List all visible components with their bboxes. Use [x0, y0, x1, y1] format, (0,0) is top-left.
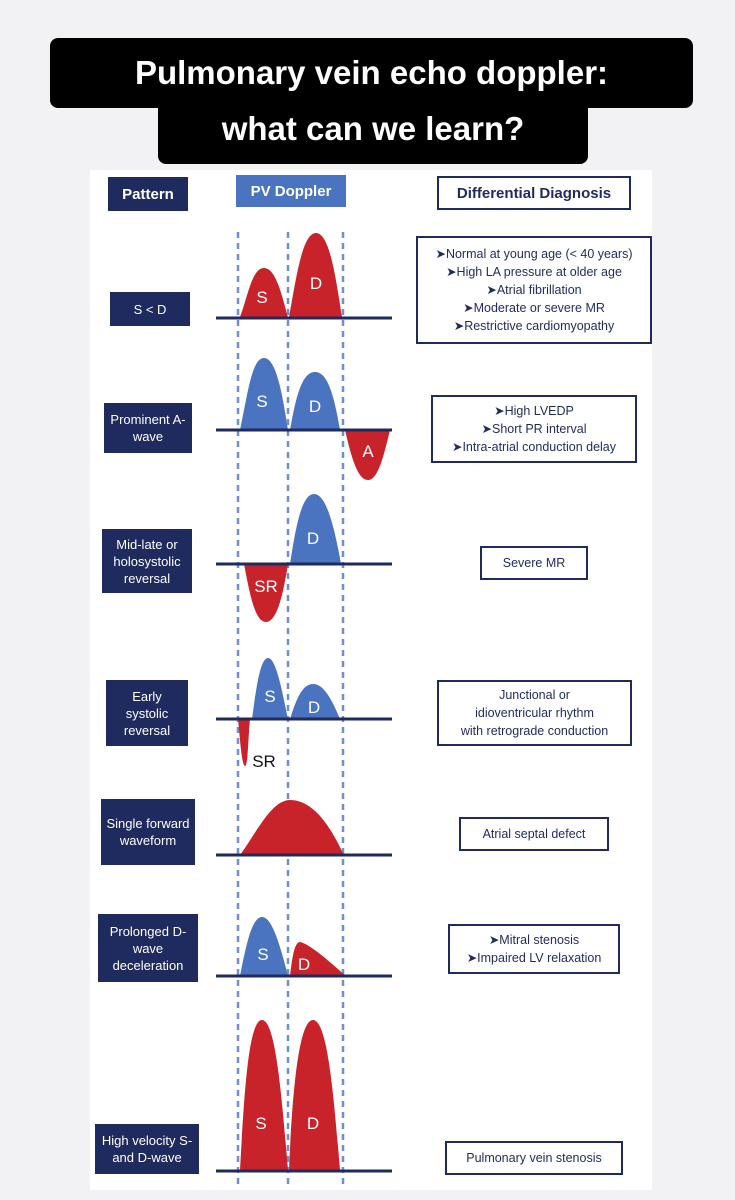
single-forward-wave	[240, 800, 344, 855]
diagnosis-box-row-1: ➤Normal at young age (< 40 years) ➤High …	[416, 236, 652, 344]
waveform-row-1: S D	[216, 233, 392, 320]
diagnosis-item: ➤Intra-atrial conduction delay	[451, 440, 617, 454]
s-wave	[240, 268, 288, 317]
s-wave	[252, 658, 288, 719]
sr-wave	[238, 719, 250, 766]
diagnosis-item: ➤Normal at young age (< 40 years)	[435, 247, 633, 261]
title-line-1: Pulmonary vein echo doppler:	[50, 38, 693, 108]
pattern-high-velocity: High velocity S- and D-wave	[95, 1124, 199, 1174]
d-label: D	[307, 1114, 319, 1133]
waveform-row-3: SR D	[216, 494, 392, 622]
diagnosis-box-row-5: Atrial septal defect	[459, 817, 609, 851]
a-label: A	[362, 442, 374, 461]
s-wave	[240, 358, 288, 430]
waveform-row-6: S D	[216, 917, 392, 978]
s-label: S	[257, 945, 268, 964]
diagnosis-item: ➤High LVEDP	[494, 404, 574, 418]
pattern-holosystolic-reversal: Mid-late or holosystolic reversal	[102, 529, 192, 593]
pattern-prominent-a-wave: Prominent A-wave	[104, 403, 192, 453]
header-differential-diagnosis: Differential Diagnosis	[437, 176, 631, 210]
diagnosis-item: Severe MR	[502, 556, 566, 570]
diagnosis-box-row-4: Junctional or idioventricular rhythm wit…	[437, 680, 632, 746]
d-label: D	[308, 698, 320, 717]
diagnosis-item: ➤High LA pressure at older age	[446, 265, 622, 279]
d-wave	[289, 233, 342, 317]
sr-label: SR	[252, 752, 276, 771]
header-pv-doppler: PV Doppler	[236, 175, 346, 207]
d-wave	[289, 1020, 340, 1170]
diagnosis-item: ➤Impaired LV relaxation	[466, 951, 602, 965]
waveform-row-5	[216, 800, 392, 857]
pattern-s-lt-d: S < D	[110, 292, 190, 326]
d-label: D	[307, 529, 319, 548]
d-label: D	[298, 955, 310, 974]
d-wave	[290, 372, 340, 430]
diagnosis-item: ➤Moderate or severe MR	[463, 301, 605, 315]
s-wave	[240, 917, 288, 976]
diagnosis-item: ➤Restrictive cardiomyopathy	[453, 319, 615, 333]
s-wave	[240, 1020, 288, 1170]
s-label: S	[264, 687, 275, 706]
diagnosis-item: with retrograde conduction	[460, 724, 609, 738]
diagnosis-item: Pulmonary vein stenosis	[466, 1151, 602, 1165]
diagnosis-item: idioventricular rhythm	[475, 706, 594, 720]
diagnosis-item: ➤Short PR interval	[481, 422, 587, 436]
diagnosis-item: ➤Atrial fibrillation	[486, 283, 582, 297]
s-label: S	[256, 288, 267, 307]
pattern-single-forward-waveform: Single forward waveform	[101, 799, 195, 865]
header-pattern: Pattern	[108, 177, 188, 211]
waveform-row-2: S D A	[216, 358, 392, 480]
s-label: S	[255, 1114, 266, 1133]
d-label: D	[310, 274, 322, 293]
d-label: D	[309, 397, 321, 416]
waveform-row-7: S D	[216, 1020, 392, 1173]
diagnosis-item: Junctional or	[499, 688, 570, 702]
diagnosis-item: ➤Mitral stenosis	[488, 933, 580, 947]
waveform-row-4: S D SR	[216, 658, 392, 771]
diagnosis-box-row-6: ➤Mitral stenosis ➤Impaired LV relaxation	[448, 924, 620, 974]
sr-wave	[244, 564, 288, 622]
pattern-early-systolic-reversal: Early systolic reversal	[106, 680, 188, 746]
d-wave	[290, 494, 341, 564]
pattern-prolonged-d-wave-deceleration: Prolonged D-wave deceleration	[98, 914, 198, 982]
diagnosis-box-row-2: ➤High LVEDP ➤Short PR interval ➤Intra-at…	[431, 395, 637, 463]
a-wave	[345, 430, 390, 480]
s-label: S	[256, 392, 267, 411]
title-line-2: what can we learn?	[158, 100, 588, 164]
sr-label: SR	[254, 577, 278, 596]
d-wave	[290, 942, 346, 976]
diagnosis-box-row-3: Severe MR	[480, 546, 588, 580]
diagnosis-box-row-7: Pulmonary vein stenosis	[445, 1141, 623, 1175]
diagnosis-item: Atrial septal defect	[482, 827, 586, 841]
d-wave	[290, 684, 340, 719]
